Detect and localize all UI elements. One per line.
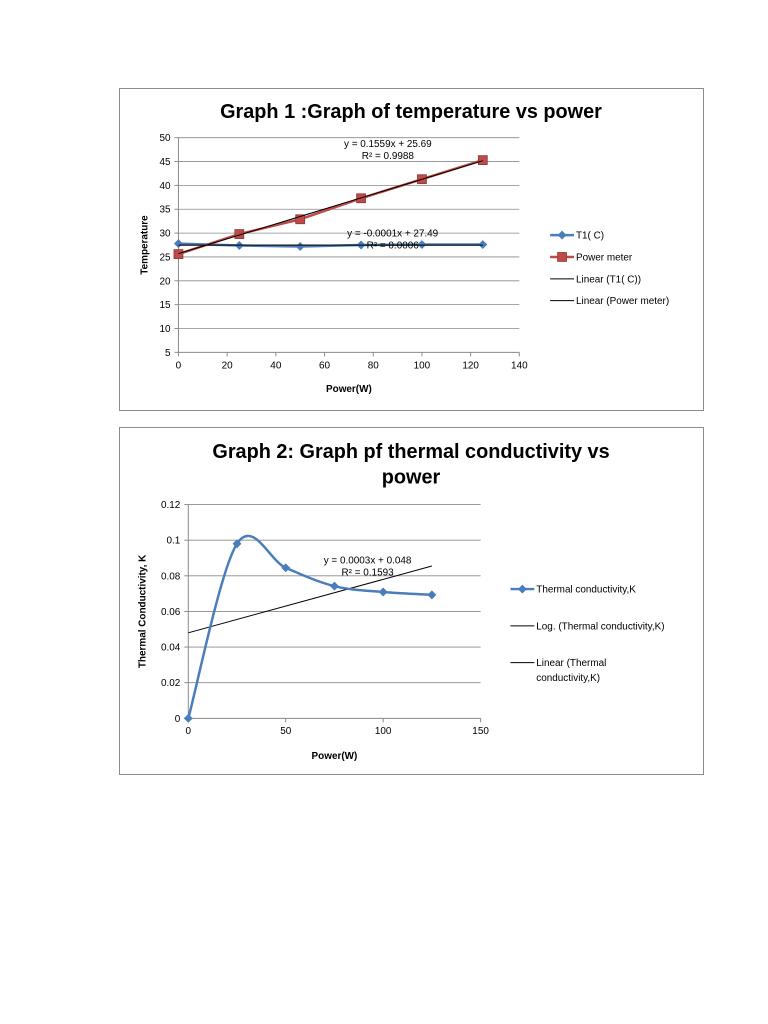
chart1-y-tick-label: 20 xyxy=(159,276,171,287)
chart1-series-1-point xyxy=(477,155,488,165)
chart2-y-tick-label: 0.1 xyxy=(167,536,181,547)
chart1-r-squared-0: R² = 0.9988 xyxy=(362,151,415,162)
chart2-y-tick-label: 0.06 xyxy=(161,607,181,618)
chart2-x-tick-label: 50 xyxy=(280,726,292,737)
chart2-legend-marker-0 xyxy=(517,584,527,594)
chart2-legend-label-2-line-0: Linear (Thermal xyxy=(536,658,606,669)
chart1-x-tick-label: 120 xyxy=(462,360,479,371)
chart1-series-0-point xyxy=(295,241,305,251)
chart2-r-squared-0: R² = 0.1593 xyxy=(342,567,395,578)
chart1-y-tick-label: 35 xyxy=(159,205,171,216)
chart1-x-tick-label: 40 xyxy=(270,360,282,371)
chart1-y-tick-label: 10 xyxy=(159,324,171,335)
chart2-svg: Graph 2: Graph pf thermal conductivity v… xyxy=(138,441,665,762)
chart1-legend-marker-1 xyxy=(557,252,567,262)
chart2-y-tick-label: 0.02 xyxy=(161,678,181,689)
chart1-legend-label-1: Power meter xyxy=(576,252,633,263)
chart2-x-tick-label: 150 xyxy=(472,726,489,737)
chart2-y-axis-label: Thermal Conductivity, K xyxy=(138,554,149,668)
chart2-x-tick-label: 100 xyxy=(375,726,392,737)
chart2-y-tick-label: 0 xyxy=(175,714,181,725)
chart1-title: Graph 1 :Graph of temperature vs power xyxy=(220,101,602,123)
chart1-x-tick-label: 100 xyxy=(414,360,431,371)
chart2-series-0-point xyxy=(427,590,437,600)
chart1-y-tick-label: 5 xyxy=(165,348,171,359)
chart1-y-tick-label: 45 xyxy=(159,157,171,168)
chart1-series-1-point xyxy=(173,249,184,259)
chart1-series-1-point xyxy=(295,214,306,225)
chart1-series-0-point xyxy=(173,239,183,249)
chart1-r-squared-1: R² = 0.0006 xyxy=(367,240,420,251)
chart1-legend-label-2: Linear (T1( C)) xyxy=(576,274,641,285)
chart1-series-0-point xyxy=(478,240,488,250)
chart1-y-tick-label: 50 xyxy=(159,133,171,144)
chart2-x-axis-label: Power(W) xyxy=(312,751,358,762)
chart1-y-tick-label: 25 xyxy=(159,252,171,263)
chart1-x-tick-label: 20 xyxy=(222,360,234,371)
chart2-legend-label-2-line-1: conductivity,K) xyxy=(536,673,600,684)
chart1-equation-1: y = -0.0001x + 27.49 xyxy=(347,228,438,239)
chart1-series-0-point xyxy=(417,240,427,250)
chart1-x-tick-label: 0 xyxy=(176,360,182,371)
chart1-x-axis-label: Power(W) xyxy=(326,384,372,395)
chart2-y-tick-label: 0.08 xyxy=(161,571,181,582)
chart1-legend-marker-0 xyxy=(557,230,567,240)
chart2-series-0-point xyxy=(183,713,193,723)
chart2-trendline-1 xyxy=(188,565,433,634)
chart1-trendline-1-overlay xyxy=(178,160,483,255)
chart1-y-axis-label: Temperature xyxy=(140,215,151,275)
chart1-y-tick-label: 15 xyxy=(159,300,171,311)
chart-thermal-conductivity-vs-power: Graph 2: Graph pf thermal conductivity v… xyxy=(119,427,704,775)
chart1-y-tick-label: 30 xyxy=(159,229,171,240)
chart1-x-tick-label: 80 xyxy=(368,360,380,371)
chart1-svg: Graph 1 :Graph of temperature vs power 5 1… xyxy=(140,101,670,395)
chart-temperature-vs-power: Graph 1 :Graph of temperature vs power 5 1… xyxy=(119,88,704,411)
chart2-legend-label-1: Log. (Thermal conductivity,K) xyxy=(536,621,664,632)
chart1-legend-label-0: T1( C) xyxy=(576,231,604,242)
chart2-series-0-point xyxy=(329,581,339,591)
chart2-series-0-point xyxy=(378,587,388,597)
chart2-title-line-0: Graph 2: Graph pf thermal conductivity v… xyxy=(212,441,609,463)
chart1-y-tick-label: 40 xyxy=(159,181,171,192)
chart2-x-tick-label: 0 xyxy=(186,726,192,737)
chart2-y-tick-label: 0.12 xyxy=(161,500,181,511)
chart2-y-tick-label: 0.04 xyxy=(161,643,181,654)
chart1-legend-label-3: Linear (Power meter) xyxy=(576,296,669,307)
chart2-legend-label-0: Thermal conductivity,K xyxy=(536,585,636,596)
chart1-x-tick-label: 60 xyxy=(319,360,331,371)
chart2-equation-0: y = 0.0003x + 0.048 xyxy=(324,555,412,566)
chart1-equation-0: y = 0.1559x + 25.69 xyxy=(344,139,432,150)
chart1-x-tick-label: 140 xyxy=(511,360,528,371)
chart2-title-line-1: power xyxy=(382,467,441,489)
